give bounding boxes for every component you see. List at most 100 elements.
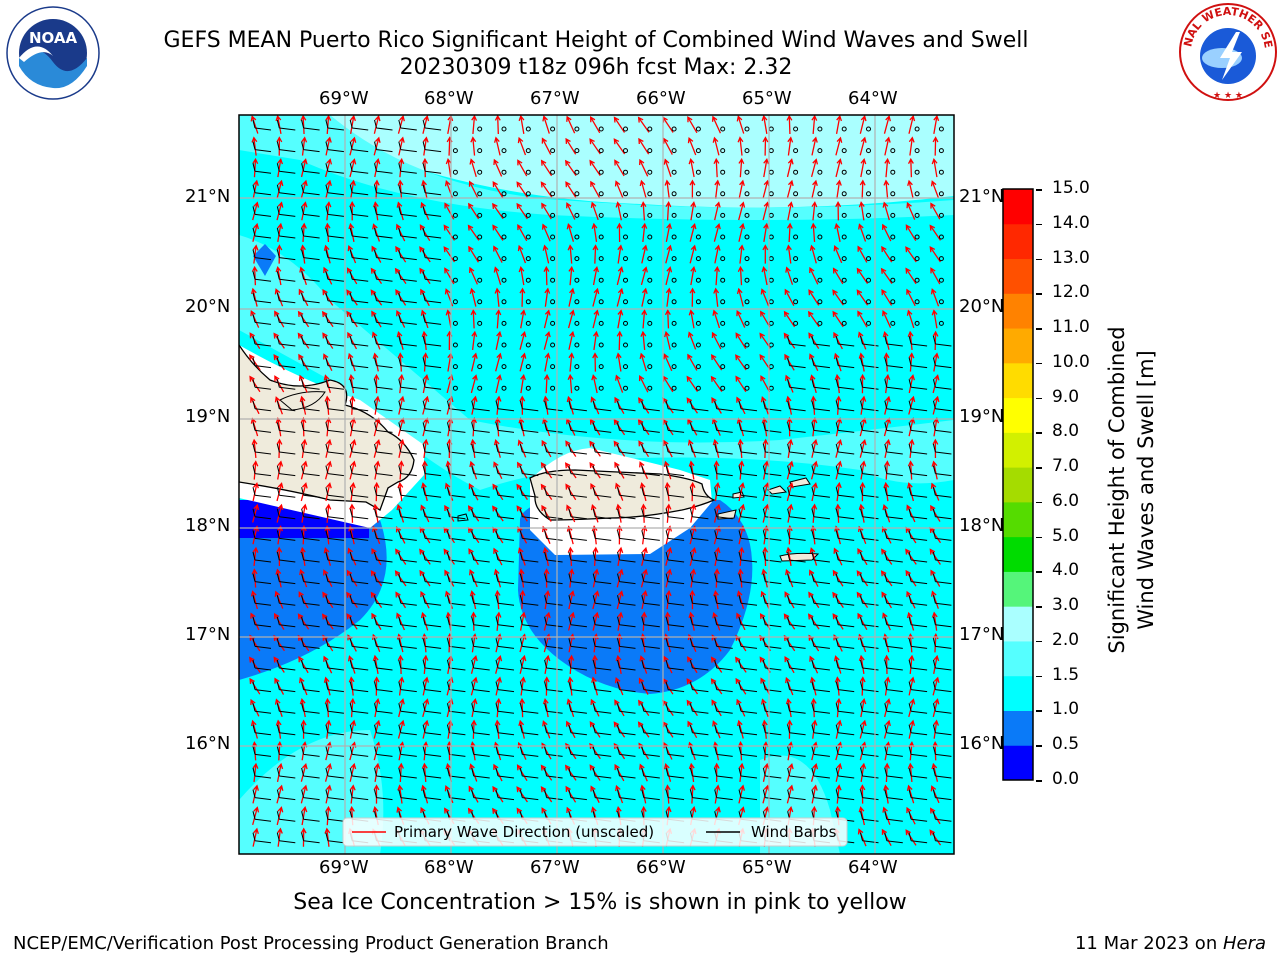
wind-barb [695,385,701,391]
wind-barb [525,320,531,326]
wave-direction-arrow [932,698,940,718]
wave-direction-arrow [568,287,575,307]
wave-direction-arrow [908,115,916,134]
wind-barb [374,789,393,801]
wind-barb [689,530,709,541]
wind-barb [252,551,272,563]
wave-direction-arrow [494,115,501,135]
wave-direction-arrow [323,374,331,394]
wind-barb [446,595,466,606]
wind-barb [301,227,320,239]
wind-barb [598,299,604,305]
colorbar-tick-mark [1036,362,1042,365]
wind-barb [446,573,466,585]
wind-barb [446,508,466,520]
wind-barb [762,746,782,757]
wind-barb [671,234,677,240]
wind-barb [422,379,442,390]
wind-barb [276,357,296,369]
wind-barb [623,212,629,218]
wind-barb [477,212,483,218]
wave-direction-arrow [325,136,332,156]
wind-barb [866,126,872,132]
wind-barb [568,530,587,541]
wind-barb [738,724,758,736]
wind-barb [835,443,855,455]
wave-direction-arrow [520,309,527,329]
wave-direction-arrow [617,611,624,631]
wave-direction-arrow [835,136,843,156]
wave-direction-arrow [322,289,334,306]
wind-barb [477,299,483,305]
wind-barb [422,422,442,433]
wind-barb [568,508,587,520]
wave-direction-arrow [300,827,307,847]
wind-barb [477,385,483,391]
wave-direction-arrow [373,481,380,502]
wind-barb [598,320,604,326]
colorbar-tick-mark [1036,258,1042,261]
wave-direction-arrow [395,245,407,263]
wind-barb [501,256,507,262]
wind-barb [592,746,612,757]
wind-barb [932,681,952,693]
wind-barb [349,487,369,498]
wind-barb [647,126,653,132]
wind-barb [276,767,296,779]
wind-barb [349,746,369,757]
wave-direction-arrow [444,504,455,522]
wind-barb [276,616,296,628]
wave-direction-arrow [930,590,939,609]
wind-barb [374,357,393,369]
wind-barb [617,573,636,585]
wave-direction-arrow [249,354,261,371]
wind-barb [422,487,442,498]
wind-barb [835,573,855,585]
wave-direction-arrow [762,244,769,264]
wave-direction-arrow [688,158,695,178]
wave-direction-arrow [349,136,357,156]
wind-barb [471,681,490,693]
wave-direction-arrow [832,569,844,587]
wave-direction-arrow [420,504,430,523]
wind-barb [884,767,903,779]
wave-direction-arrow [906,288,916,307]
colorbar-tick-mark [1036,640,1042,643]
wave-direction-arrow [541,504,552,522]
wind-barb [495,530,515,541]
wave-direction-arrow [785,676,794,696]
wave-direction-arrow [300,244,306,264]
wind-barb [374,292,393,304]
wind-barb [714,703,733,714]
wind-barb [568,595,587,606]
wave-direction-arrow [420,611,429,631]
wave-direction-arrow [858,654,865,674]
wind-barb [623,126,629,132]
wave-direction-arrow [519,395,526,415]
wave-direction-arrow [250,287,258,307]
wind-barb [325,487,344,498]
wind-barb [446,724,466,736]
wind-barb [811,681,830,693]
wind-barb [695,148,701,154]
lon-label-top: 69°W [319,88,369,109]
wave-direction-arrow [930,807,941,825]
wind-barb [252,659,272,671]
wind-barb [671,148,677,154]
wave-direction-arrow [616,266,624,286]
wind-barb [671,299,677,305]
wind-barb [762,659,782,671]
wave-direction-arrow [252,827,259,847]
wind-barb [252,335,272,347]
wind-barb [349,292,369,304]
wave-direction-arrow [932,136,939,156]
wind-barb [422,508,442,520]
wave-direction-arrow [929,224,942,241]
wave-direction-arrow [372,525,381,545]
wave-direction-arrow [687,656,698,674]
wave-direction-arrow [250,612,260,631]
wind-barb [835,638,855,649]
wind-barb [641,703,660,714]
wind-barb [908,703,928,714]
wind-barb [349,508,369,520]
